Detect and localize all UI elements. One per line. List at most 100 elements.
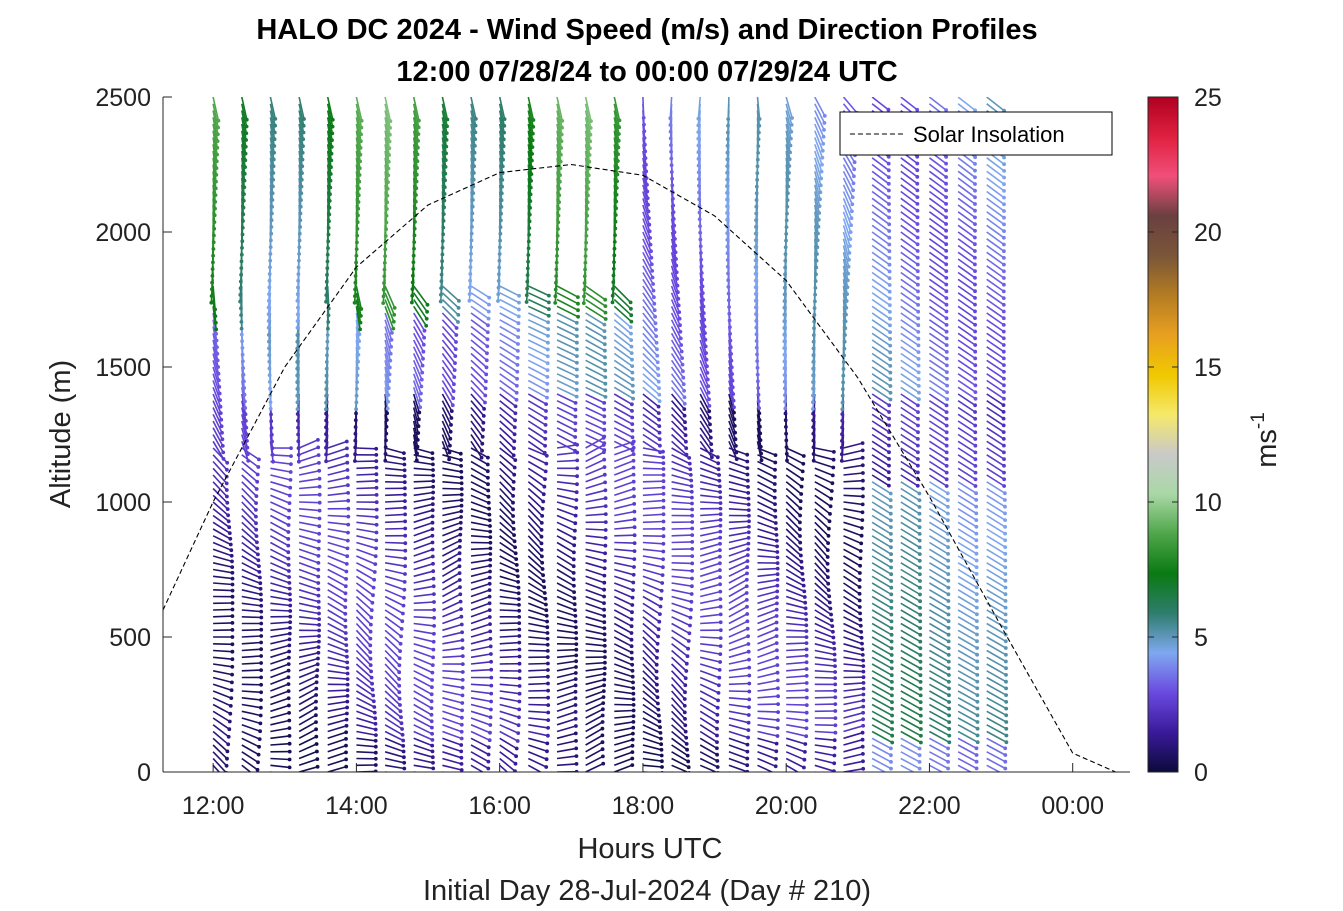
wind-barb — [298, 735, 317, 746]
wind-barb-tip — [630, 370, 635, 375]
wind-barb-tip — [703, 337, 708, 342]
wind-barb — [843, 494, 863, 498]
wind-barb-tip — [214, 179, 218, 184]
wind-barb-tip — [574, 387, 579, 392]
wind-barb-tip — [489, 699, 493, 704]
wind-barb-tip — [886, 161, 891, 166]
wind-barb-tip — [683, 683, 688, 688]
wind-barb-tip — [632, 509, 637, 514]
wind-barb-tip — [344, 723, 349, 728]
wind-barb-tip — [727, 311, 732, 316]
wind-barb-tip — [485, 462, 490, 467]
wind-barb-tip — [488, 546, 493, 551]
wind-barb — [327, 751, 347, 760]
wind-barb-tip — [889, 525, 893, 529]
wind-barb-tip — [630, 383, 635, 388]
wind-barb-tip — [571, 577, 576, 582]
wind-barb-tip — [630, 357, 634, 362]
wind-barb-tip — [573, 619, 578, 624]
wind-barb-tip — [399, 627, 404, 631]
wind-barb-tip — [716, 698, 720, 703]
wind-barb — [872, 771, 874, 772]
wind-barb-tip — [422, 335, 426, 340]
wind-barb-tip — [717, 668, 722, 672]
wind-barb — [384, 730, 404, 742]
wind-barb-tip — [846, 264, 851, 269]
wind-barb-tip — [716, 691, 721, 695]
wind-barb — [241, 730, 261, 740]
wind-barb-tip — [515, 383, 519, 388]
wind-barb-tip — [701, 304, 706, 309]
wind-barb-tip — [832, 761, 837, 766]
wind-barb-tip — [603, 551, 607, 556]
wind-barb — [212, 568, 233, 574]
wind-barb-tip — [314, 727, 318, 732]
wind-barb-tip — [531, 118, 536, 122]
wind-barb-tip — [833, 730, 838, 735]
chart-title-line-1: HALO DC 2024 - Wind Speed (m/s) and Dire… — [256, 14, 1037, 46]
wind-barb-tip — [775, 678, 780, 683]
wind-barb-tip — [268, 265, 272, 270]
wind-barb-tip — [512, 539, 517, 544]
wind-barb-tip — [656, 707, 661, 712]
wind-barb — [814, 676, 836, 679]
wind-barb-tip — [833, 695, 838, 700]
wind-barb-tip — [668, 136, 673, 141]
wind-barb-tip — [268, 406, 273, 411]
wind-barb-tip — [844, 299, 849, 303]
wind-barb-tip — [652, 308, 657, 313]
wind-barb-tip — [612, 246, 617, 251]
wind-barb-tip — [918, 565, 922, 570]
wind-barb-tip — [831, 457, 836, 462]
wind-barb-tip — [916, 384, 921, 388]
wind-barb-tip — [473, 144, 477, 148]
wind-barb — [212, 730, 229, 745]
wind-barb-tip — [811, 373, 815, 378]
wind-barb — [528, 669, 548, 672]
wind-barb-tip — [388, 351, 393, 356]
wind-barb-tip — [259, 627, 264, 632]
wind-barb-tip — [602, 594, 606, 599]
wind-barb-tip — [216, 125, 221, 130]
wind-barb — [269, 157, 274, 180]
wind-barb-tip — [603, 395, 608, 399]
wind-barb-tip — [459, 755, 464, 760]
wind-barb — [298, 123, 304, 147]
wind-barb-tip — [430, 554, 435, 559]
wind-barb-tip — [774, 533, 779, 537]
wind-barb-tip — [857, 578, 862, 582]
wind-barb-tip — [755, 365, 760, 370]
wind-barb-tip — [543, 443, 547, 448]
wind-barb-tip — [373, 554, 378, 559]
wind-barb-tip — [887, 235, 892, 240]
wind-barb-tip — [287, 741, 292, 746]
wind-barb-tip — [821, 141, 826, 146]
wind-barb-tip — [450, 403, 455, 408]
wind-barb-tip — [243, 158, 248, 163]
wind-barb-tip — [757, 406, 761, 410]
wind-barb-tip — [530, 138, 535, 143]
wind-barb-tip — [511, 494, 515, 498]
wind-barb-tip — [668, 129, 673, 134]
wind-barb-tip — [775, 555, 780, 560]
wind-barb-tip — [888, 330, 892, 335]
wind-barb — [298, 694, 317, 706]
wind-barb-tip — [259, 654, 263, 658]
wind-barb-tip — [601, 754, 605, 759]
wind-barb-tip — [798, 527, 802, 532]
wind-barb-tip — [314, 720, 318, 724]
wind-barb — [298, 758, 318, 767]
wind-barb-tip — [255, 472, 260, 477]
wind-barb-tip — [678, 329, 683, 334]
wind-barb-tip — [314, 713, 318, 718]
wind-barb — [269, 117, 276, 140]
wind-barb-tip — [498, 238, 502, 243]
wind-barb-tip — [917, 525, 922, 530]
wind-barb — [757, 567, 778, 571]
wind-barb-tip — [572, 543, 577, 548]
wind-barb — [269, 123, 276, 147]
wind-barb-tip — [888, 397, 893, 402]
wind-barb-tip — [860, 502, 865, 507]
wind-barb-tip — [858, 611, 862, 616]
wind-barb-tip — [484, 358, 489, 363]
